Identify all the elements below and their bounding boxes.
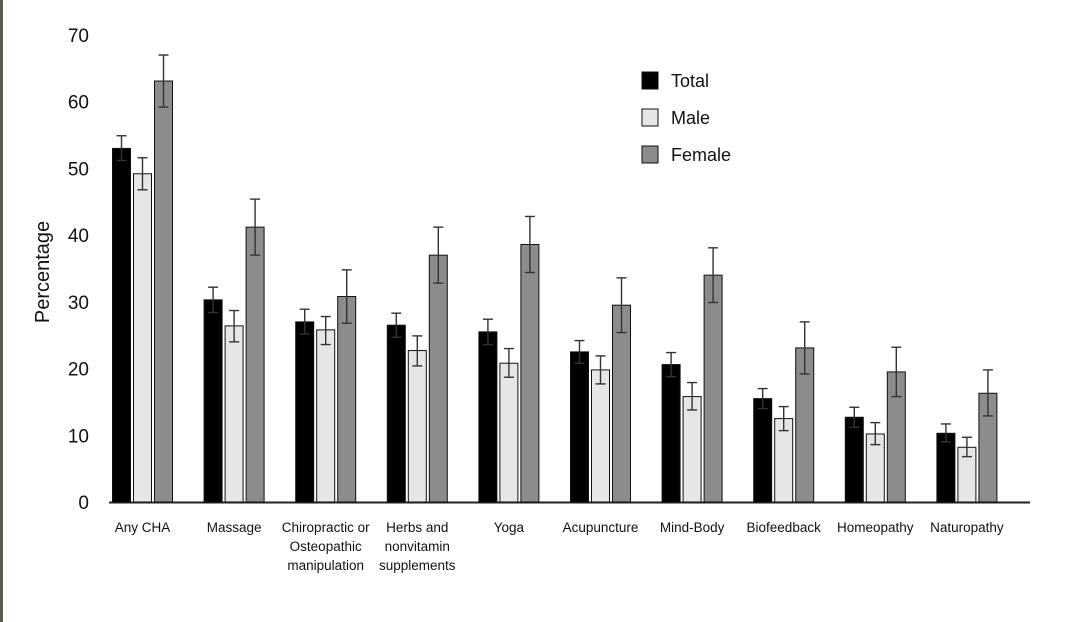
bar-total — [112, 147, 131, 503]
bar-male — [224, 325, 244, 503]
bars-group — [112, 80, 998, 503]
legend-label-total: Total — [671, 71, 709, 91]
y-tick-label: 30 — [68, 293, 89, 314]
bar-male — [499, 362, 519, 503]
x-category-label: Acupuncture — [563, 520, 639, 535]
x-category-label-line: Massage — [207, 520, 262, 535]
bar-total — [570, 351, 589, 503]
x-category-label-line: manipulation — [287, 558, 364, 573]
x-category-label-line: Yoga — [494, 520, 525, 535]
bar-total — [386, 324, 406, 503]
bar-female — [245, 226, 265, 503]
bar-female — [520, 243, 540, 503]
x-category-label: Herbs and nonvitamin supplements — [379, 520, 456, 573]
x-category-label-line: Herbs and — [386, 520, 448, 535]
x-category-label: Yoga — [494, 520, 525, 535]
x-category-label-line: Biofeedback — [747, 520, 822, 535]
bar-total — [203, 299, 223, 503]
x-category-label-line: Mind-Body — [660, 520, 725, 535]
x-category-label-line: Naturopathy — [930, 520, 1004, 535]
bar-female — [154, 80, 173, 503]
bar-female — [428, 254, 448, 503]
legend: Total Male Female — [641, 71, 731, 165]
legend-swatch-total — [641, 71, 659, 90]
bar-total — [753, 398, 773, 503]
x-category-label-line: Acupuncture — [563, 520, 639, 535]
y-tick-label: 50 — [68, 159, 89, 180]
x-category-label-line: Chiropractic or — [282, 520, 370, 535]
bar-total — [478, 331, 498, 503]
x-category-label: Any CHA — [115, 520, 171, 535]
category-labels-group: Any CHA Massage Chiropractic or Osteopathic… — [115, 520, 1004, 573]
x-category-label: Chiropractic or Osteopathic manipulation — [282, 520, 370, 573]
error-bars-group — [116, 54, 993, 458]
bar-male — [133, 173, 152, 503]
x-category-label-line: supplements — [379, 558, 456, 573]
x-category-label-line: nonvitamin — [385, 539, 450, 554]
x-category-label-line: Osteopathic — [290, 539, 362, 554]
bar-male — [316, 329, 336, 503]
legend-label-female: Female — [671, 145, 731, 165]
left-edge-strip — [0, 0, 3, 622]
bar-female — [703, 274, 723, 503]
bar-total — [936, 432, 956, 503]
y-axis-label: Percentage — [32, 221, 54, 323]
y-tick-label: 40 — [68, 226, 89, 247]
x-category-label-line: Homeopathy — [837, 520, 914, 535]
y-tick-label: 20 — [68, 360, 89, 381]
y-tick-label: 60 — [68, 93, 89, 114]
x-category-label: Biofeedback — [747, 520, 822, 535]
legend-swatch-male — [641, 108, 659, 127]
bar-male — [407, 350, 427, 503]
x-category-label-line: Any CHA — [115, 520, 171, 535]
bar-total — [661, 364, 681, 503]
y-tick-label: 70 — [68, 26, 89, 47]
y-tick-label: 10 — [68, 426, 89, 447]
bar-total — [295, 321, 315, 503]
bar-male — [682, 396, 702, 503]
x-category-label: Naturopathy — [930, 520, 1004, 535]
y-tick-label: 0 — [78, 493, 89, 514]
bar-male — [591, 369, 610, 503]
x-category-label: Massage — [207, 520, 262, 535]
x-category-label: Mind-Body — [660, 520, 725, 535]
legend-label-male: Male — [671, 108, 710, 128]
bar-female — [612, 304, 631, 503]
legend-swatch-female — [641, 145, 659, 164]
bar-female — [337, 296, 357, 503]
x-category-label: Homeopathy — [837, 520, 914, 535]
bar-total — [844, 416, 864, 503]
